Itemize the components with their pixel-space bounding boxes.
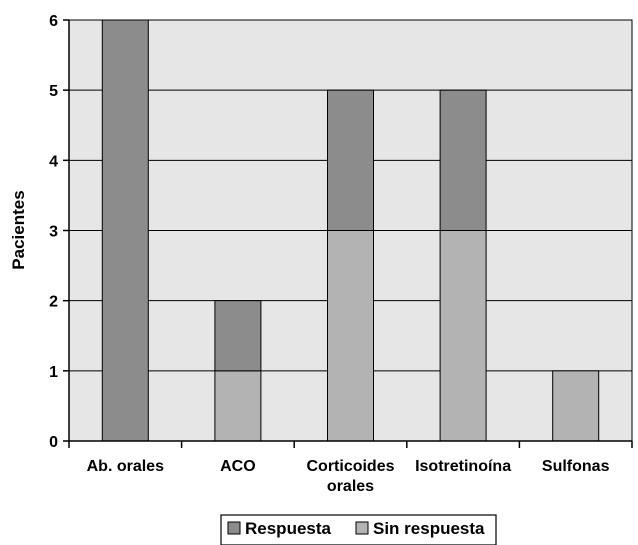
bar-corticoides-orales-respuesta <box>327 89 374 231</box>
bar-isotretinoina-sin-respuesta <box>439 230 487 442</box>
bar-sulfonas-sin-respuesta <box>552 370 600 442</box>
x-tick-label-isotretinoina: Isotretinoína <box>415 458 511 475</box>
bar-ab-orales-respuesta <box>101 19 149 442</box>
y-ticks: 0 1 2 3 4 5 6 <box>49 13 69 451</box>
x-tick-label-ab-orales: Ab. orales <box>87 458 164 475</box>
y-tick-label-2: 2 <box>49 294 58 311</box>
legend-label-sin-respuesta: Sin respuesta <box>373 519 485 538</box>
legend: Respuesta Sin respuesta <box>220 514 497 545</box>
legend-swatch-respuesta <box>227 521 241 535</box>
x-tick-label-aco: ACO <box>220 458 256 475</box>
y-tick-label-3: 3 <box>49 224 58 241</box>
legend-label-respuesta: Respuesta <box>245 519 332 538</box>
y-tick-label-6: 6 <box>49 13 58 30</box>
bars <box>101 19 600 442</box>
y-tick-label-0: 0 <box>49 434 58 451</box>
y-tick-label-5: 5 <box>49 83 58 100</box>
y-tick-label-4: 4 <box>49 153 58 170</box>
legend-swatch-sin-respuesta <box>355 521 369 535</box>
bar-aco-sin-respuesta <box>214 370 262 442</box>
x-tick-label-corticoides-orales: Corticoides orales <box>306 458 394 495</box>
bar-isotretinoina-respuesta <box>439 89 487 231</box>
x-tick-label-sulfonas: Sulfonas <box>542 458 610 475</box>
bar-aco-respuesta <box>214 300 262 372</box>
bar-corticoides-orales-sin-respuesta <box>327 230 374 442</box>
x-ticks: Ab. orales ACO Corticoides orales Isotretino… <box>68 441 633 495</box>
y-axis-title: Pacientes <box>9 190 28 269</box>
y-tick-label-1: 1 <box>49 364 58 381</box>
